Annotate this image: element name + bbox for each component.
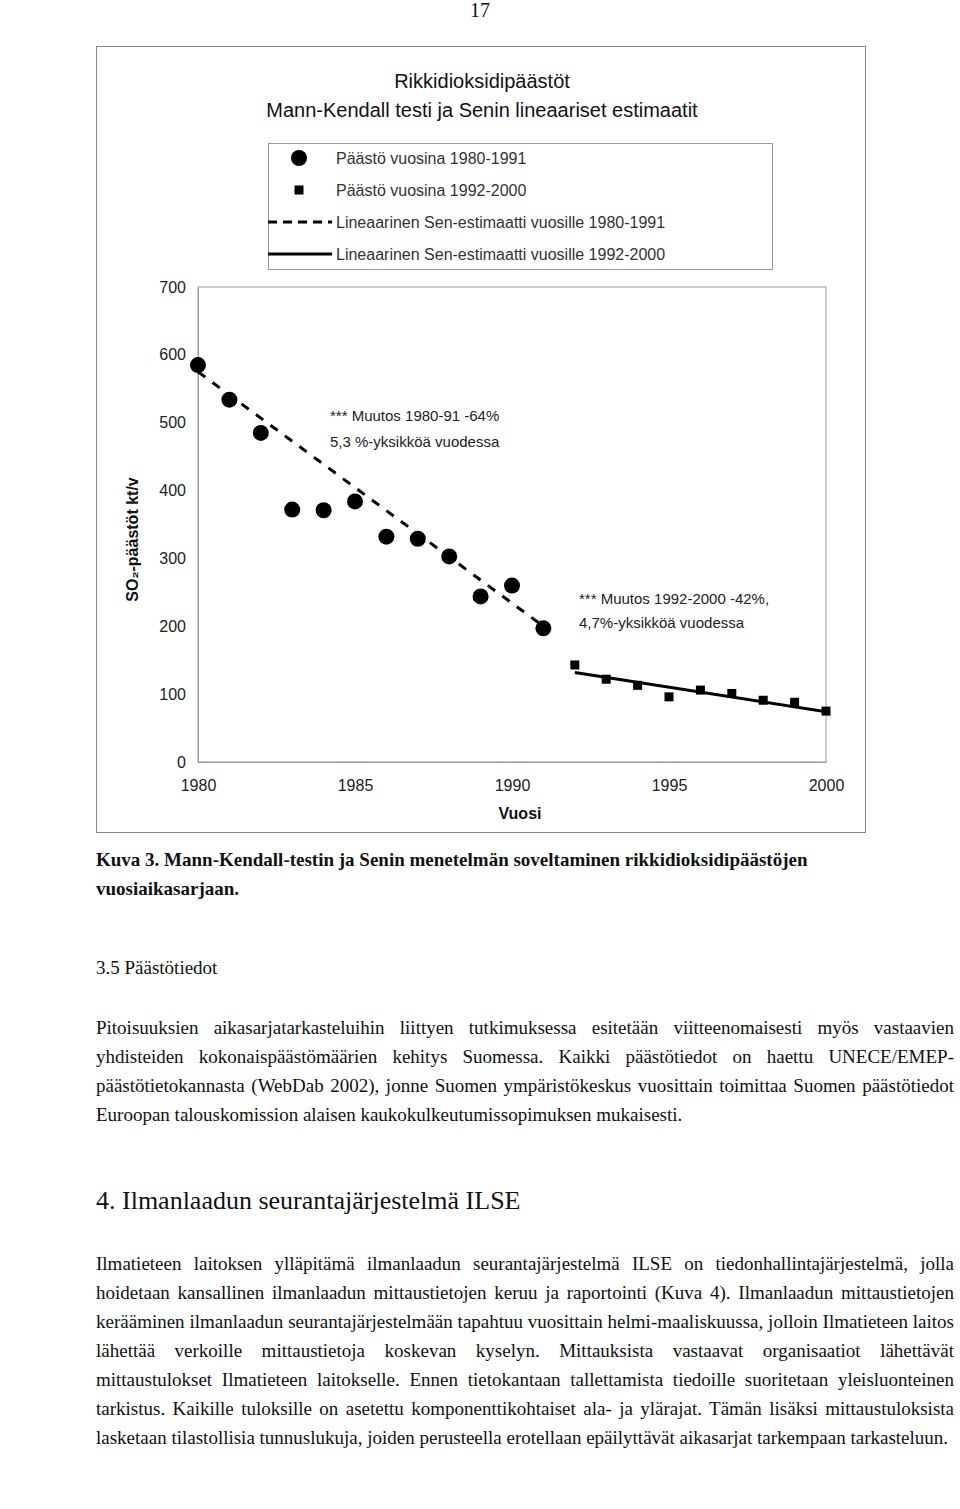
- legend-swatch: [268, 253, 332, 256]
- legend-swatch: [291, 150, 307, 166]
- annotation: 4,7%-yksikköä vuodessa: [579, 614, 745, 631]
- y-tick: 0: [177, 754, 198, 771]
- legend-label: Lineaarinen Sen-estimaatti vuosille 1992…: [336, 246, 665, 263]
- legend-swatch: [268, 221, 332, 224]
- y-tick-label: 600: [159, 346, 186, 363]
- x-tick-label: 1995: [652, 777, 688, 794]
- y-tick-label: 700: [159, 279, 186, 296]
- chart-frame: [97, 47, 866, 833]
- y-tick: 500: [159, 414, 198, 431]
- data-point: [253, 425, 269, 441]
- x-tick: 1985: [338, 762, 374, 794]
- data-point: [665, 692, 674, 701]
- paragraph: Ilmatieteen laitoksen ylläpitämä ilmanla…: [96, 1249, 954, 1452]
- data-point: [570, 660, 579, 669]
- page: Rikkidioksidipäästöt Mann-Kendall testi j…: [0, 0, 960, 1509]
- y-tick-label: 500: [159, 414, 186, 431]
- y-tick: 400: [159, 482, 198, 499]
- data-point: [190, 357, 206, 373]
- trend-line: [198, 372, 543, 626]
- x-tick-label: 1985: [338, 777, 374, 794]
- y-tick: 200: [159, 618, 198, 635]
- data-point: [473, 588, 489, 604]
- x-tick: 1995: [652, 762, 688, 794]
- data-point: [347, 493, 363, 509]
- x-axis-line: [199, 762, 827, 763]
- legend-frame: [269, 144, 773, 270]
- paragraph: Pitoisuuksien aikasarjatarkasteluihin li…: [96, 1013, 954, 1129]
- page-number: 17: [0, 0, 960, 22]
- chart-subtitle: Mann-Kendall testi ja Senin lineaariset …: [266, 99, 698, 121]
- y-tick-label: 200: [159, 618, 186, 635]
- y-tick-label: 300: [159, 550, 186, 567]
- figure-caption: Kuva 3. Mann-Kendall-testin ja Senin men…: [96, 845, 954, 903]
- data-point: [378, 529, 394, 545]
- section-heading: 3.5 Päästötiedot: [96, 954, 954, 981]
- x-tick-label: 2000: [809, 777, 845, 794]
- y-tick: 100: [159, 686, 198, 703]
- x-tick: 1980: [181, 762, 217, 794]
- x-tick-label: 1990: [495, 777, 531, 794]
- legend-label: Päästö vuosina 1980-1991: [336, 150, 526, 167]
- chart-container: Rikkidioksidipäästöt Mann-Kendall testi j…: [0, 0, 960, 849]
- y-tick-label: 100: [159, 686, 186, 703]
- chart-svg: Rikkidioksidipäästöt Mann-Kendall testi j…: [0, 0, 960, 845]
- section-heading: 4. Ilmanlaadun seurantajärjestelmä ILSE: [96, 1184, 954, 1218]
- legend: Päästö vuosina 1980-1991 Päästö vuosina 1…: [268, 144, 773, 270]
- data-point: [504, 578, 520, 594]
- trend-line: [575, 672, 826, 711]
- y-tick-label: 0: [177, 754, 186, 771]
- x-tick: 2000: [809, 762, 845, 794]
- plot-frame: [198, 287, 826, 762]
- x-axis-title: Vuosi: [499, 805, 542, 822]
- legend-swatch: [295, 186, 304, 195]
- data-point: [284, 502, 300, 518]
- chart-title: Rikkidioksidipäästöt: [394, 70, 570, 92]
- y-axis-title: SO₂-päästöt kt/v: [124, 477, 141, 602]
- annotation: 5,3 %-yksikköä vuodessa: [330, 433, 500, 450]
- y-tick: 700: [159, 279, 198, 296]
- data-point: [316, 502, 332, 518]
- x-tick: 1990: [495, 762, 531, 794]
- y-tick: 300: [159, 550, 198, 567]
- plot-area: [190, 357, 831, 716]
- x-axis: 1980 1985 1990 1995 2000: [181, 762, 845, 794]
- legend-label: Päästö vuosina 1992-2000: [336, 182, 526, 199]
- y-tick-label: 400: [159, 482, 186, 499]
- x-tick-label: 1980: [181, 777, 217, 794]
- y-axis: 0 100 200 300 400 500 600 700: [159, 279, 198, 771]
- legend-label: Lineaarinen Sen-estimaatti vuosille 1980…: [336, 214, 665, 231]
- annotation: *** Muutos 1992-2000 -42%,: [579, 590, 769, 607]
- annotation: *** Muutos 1980-91 -64%: [330, 407, 499, 424]
